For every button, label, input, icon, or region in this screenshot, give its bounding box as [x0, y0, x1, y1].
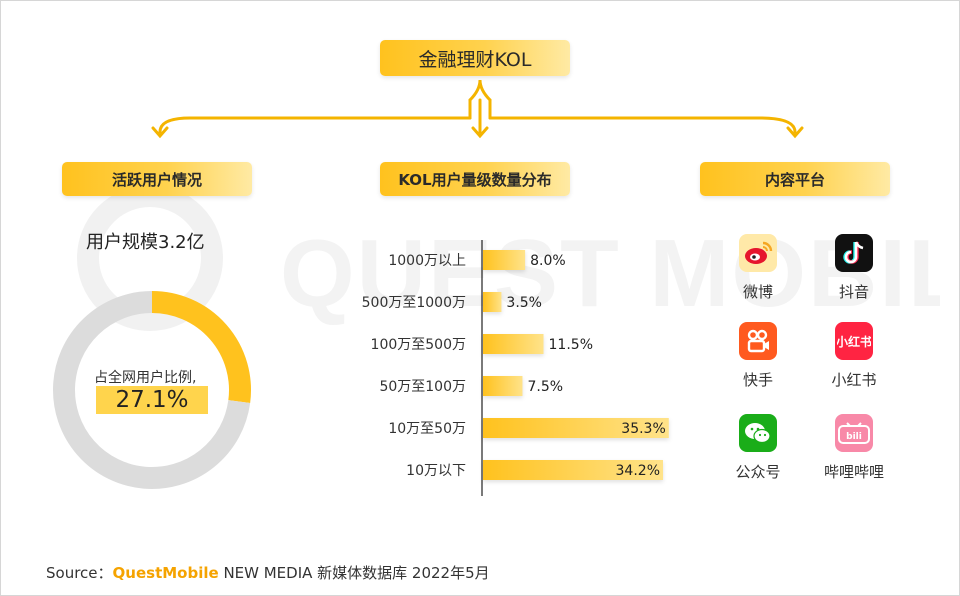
tree-connector: [151, 79, 804, 139]
category-label: 10万以下: [406, 463, 466, 479]
douyin-icon: [835, 234, 873, 272]
watermark-text: QUEST MOBILE: [280, 220, 940, 327]
donut-slice-share: [151, 291, 251, 404]
page-title: 金融理财KOL: [380, 40, 570, 76]
value-label: 11.5%: [549, 337, 593, 353]
category-label: 500万至1000万: [362, 295, 466, 311]
section-title-kol-distribution: KOL用户量级数量分布: [380, 162, 570, 196]
xiaohongshu-icon: 小红书: [835, 322, 873, 360]
category-label: 50万至100万: [379, 379, 466, 395]
svg-text:小红书: 小红书: [837, 334, 871, 349]
platform-item: bili 哔哩哔哩: [814, 414, 894, 482]
bar: [483, 334, 544, 354]
bar: [483, 292, 502, 312]
section-title-platforms: 内容平台: [700, 162, 890, 196]
platform-item: 抖音: [814, 234, 894, 302]
bar: [483, 250, 526, 270]
source-note: Source：QuestMobile NEW MEDIA 新媒体数据库 2022…: [46, 562, 490, 583]
donut-slice-rest: [53, 291, 251, 489]
category-label: 100万至500万: [371, 337, 466, 353]
platform-item: 小红书 小红书: [814, 322, 894, 390]
bar: [483, 460, 663, 480]
kol-distribution-bar-chart: 1000万以上 8.0% 500万至1000万 3.5% 100万至500万 11.5% 5…: [362, 240, 669, 496]
share-label: 占全网用户比例,: [94, 370, 197, 386]
platform-name: 公众号: [735, 463, 781, 481]
platform-name: 快手: [742, 371, 773, 389]
platform-name: 抖音: [838, 283, 869, 301]
section-title-active-users: 活跃用户情况: [62, 162, 252, 196]
wechat-icon: [739, 414, 777, 452]
value-label: 8.0%: [530, 253, 566, 269]
value-label: 3.5%: [506, 295, 542, 311]
value-label: 34.2%: [616, 463, 660, 479]
category-label: 1000万以上: [388, 253, 466, 269]
user-scale-label: 用户规模3.2亿: [86, 232, 205, 253]
questmobile-watermark: QUEST MOBILE: [77, 185, 940, 331]
platform-name: 小红书: [831, 371, 877, 389]
bar: [483, 376, 523, 396]
svg-text:bili: bili: [846, 432, 862, 442]
category-label: 10万至50万: [388, 421, 466, 437]
platform-item: 快手: [718, 322, 798, 390]
value-label: 35.3%: [621, 421, 665, 437]
bar: [483, 418, 669, 438]
platform-name: 微博: [742, 283, 773, 301]
weibo-icon: [739, 234, 777, 272]
bilibili-icon: bili: [835, 414, 873, 452]
kuaishou-icon: [739, 322, 777, 360]
platform-name: 哔哩哔哩: [823, 463, 884, 481]
value-label: 7.5%: [527, 379, 563, 395]
share-value: 27.1%: [96, 386, 208, 414]
source-prefix: Source：: [46, 564, 113, 582]
platform-item: 公众号: [718, 414, 798, 482]
source-rest: NEW MEDIA 新媒体数据库 2022年5月: [218, 564, 490, 582]
platform-item: 微博: [718, 234, 798, 302]
user-share-donut-chart: [53, 291, 251, 489]
source-brand: QuestMobile: [112, 564, 219, 582]
